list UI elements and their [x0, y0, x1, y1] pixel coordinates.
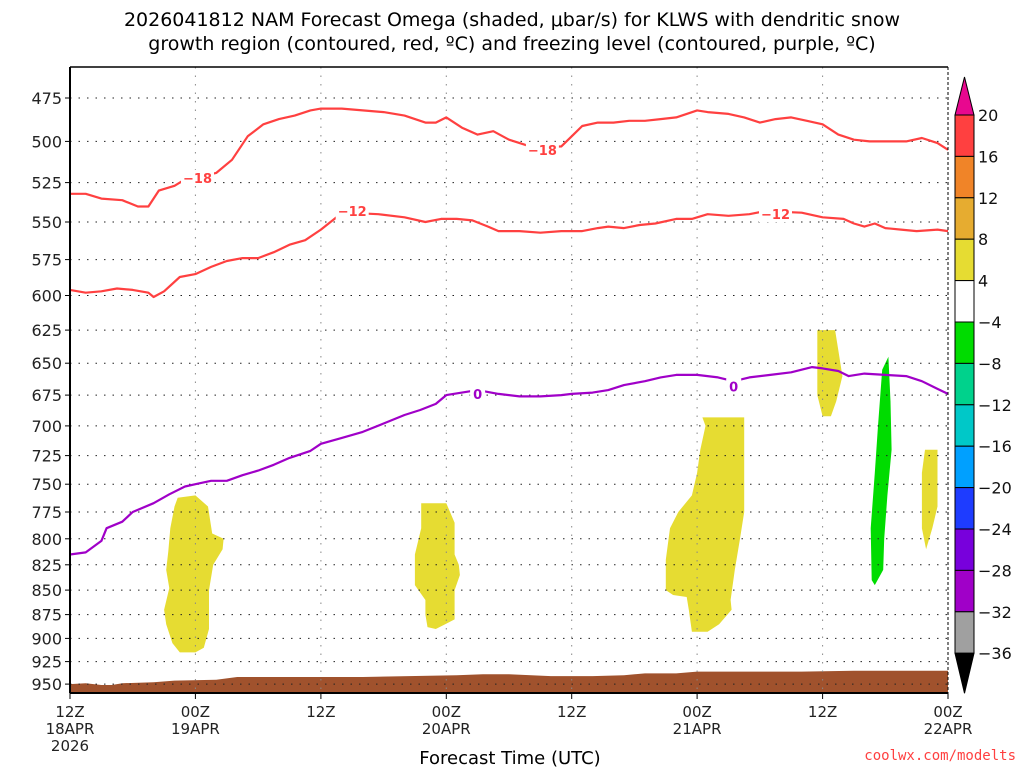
y-tick-label: 775 [31, 503, 62, 522]
x-tick-label: 2026 [51, 737, 89, 755]
colorbar: 20 16 12 8 4 −4 −8 −12 −16 −20 −24 −28 −32 −36 [954, 76, 1012, 694]
contour-line [70, 107, 949, 208]
colorbar-bin [954, 114, 975, 157]
colorbar-level-label: −32 [978, 603, 1012, 622]
colorbar-level-label: −36 [978, 644, 1012, 663]
x-tick-label: 12Z [557, 703, 586, 721]
x-tick-label: 18APR [46, 720, 95, 738]
colorbar-level-label: −16 [978, 437, 1012, 456]
contour-label-bg [726, 378, 742, 395]
contour-label-bg [759, 206, 792, 223]
colorbar-bin [954, 238, 975, 282]
colorbar-level-label: −8 [978, 354, 1002, 373]
x-tick-label: 12Z [808, 703, 837, 721]
y-tick-label: 725 [31, 447, 62, 466]
axes-layer: 475 500 525 550 575 600 625 650 675 700 725 750 775 8… [31, 66, 973, 755]
x-tick-label: 19APR [171, 720, 220, 738]
contour-label-bg [181, 169, 214, 186]
y-tick-label: 600 [31, 287, 62, 306]
grid-layer [70, 67, 948, 693]
colorbar-level-label: 20 [978, 106, 998, 125]
y-tick-label: 550 [31, 213, 62, 232]
y-tick-label: 875 [31, 606, 62, 625]
omega-shading-layer [164, 330, 938, 653]
colorbar-level-label: 12 [978, 189, 998, 208]
colorbar-level-label: −24 [978, 520, 1012, 539]
colorbar-bin [954, 487, 975, 530]
y-tick-label: 900 [31, 629, 62, 648]
x-tick-label: 00Z [933, 703, 962, 721]
y-tick-label: 750 [31, 475, 62, 494]
contour-label: 0 [473, 388, 482, 403]
title-line-1: 2026041812 NAM Forecast Omega (shaded, μ… [124, 9, 900, 31]
contour-label-bg [525, 141, 559, 158]
contour-label-bg [470, 385, 486, 402]
colorbar-bin [954, 528, 975, 571]
contour-line [69, 210, 949, 299]
omega-shaded-region [414, 503, 460, 629]
y-tick-label: 925 [31, 653, 62, 672]
credit-text[interactable]: coolwx.com/modelts [864, 748, 1016, 764]
colorbar-bin [954, 611, 975, 654]
x-tick-label: 12Z [306, 703, 335, 721]
colorbar-bin [954, 197, 975, 240]
colorbar-level-label: 4 [978, 272, 988, 291]
colorbar-bin [954, 569, 975, 613]
colorbar-bin [954, 155, 975, 199]
x-tick-label: 12Z [55, 703, 84, 721]
y-tick-label: 950 [31, 675, 62, 694]
colorbar-level-label: −12 [978, 396, 1012, 415]
x-tick-label: 00Z [432, 703, 461, 721]
y-tick-label: 675 [31, 386, 62, 405]
y-tick-label: 625 [31, 321, 62, 340]
y-tick-label: 475 [31, 89, 62, 108]
contour-label: 0 [729, 380, 738, 395]
y-tick-label: 800 [31, 530, 62, 549]
colorbar-bin [954, 445, 975, 489]
colorbar-level-label: −20 [978, 479, 1012, 498]
terrain-fill [70, 670, 948, 693]
contour-label: −18 [183, 172, 212, 187]
contour-label-bg [335, 203, 369, 220]
contour-layer: −18 −18 −12 −12 0 0 [69, 107, 949, 556]
terrain-layer [70, 670, 948, 693]
colorbar-bin [954, 321, 975, 364]
title-line-2: growth region (contoured, red, ºC) and f… [148, 33, 875, 55]
contour-line [69, 366, 949, 556]
x-tick-label: 21APR [673, 720, 722, 738]
x-tick-label: 22APR [924, 720, 973, 738]
y-tick-label: 525 [31, 174, 62, 193]
y-tick-label: 575 [31, 251, 62, 270]
colorbar-bin [954, 404, 975, 447]
omega-shaded-region [870, 356, 892, 586]
y-tick-label: 650 [31, 354, 62, 373]
chart-title: 2026041812 NAM Forecast Omega (shaded, μ… [124, 9, 900, 55]
y-tick-label: 825 [31, 556, 62, 575]
colorbar-level-label: 16 [978, 147, 998, 166]
y-tick-label: 850 [31, 581, 62, 600]
colorbar-bin [954, 362, 975, 406]
omega-shaded-region [164, 495, 224, 653]
x-tick-label: 20APR [422, 720, 471, 738]
omega-shaded-region [665, 417, 745, 632]
omega-shaded-region [921, 449, 938, 550]
omega-shaded-region [817, 330, 843, 417]
contour-label: −18 [528, 144, 557, 159]
colorbar-arrow-top [954, 76, 975, 116]
x-tick-label: 00Z [181, 703, 210, 721]
colorbar-arrow-bottom [954, 652, 975, 694]
y-tick-label: 700 [31, 417, 62, 436]
y-tick-label: 500 [31, 132, 62, 151]
contour-label: −12 [338, 205, 367, 220]
colorbar-level-label: −28 [978, 561, 1012, 580]
contour-label: −12 [761, 208, 790, 223]
x-axis-title: Forecast Time (UTC) [419, 748, 600, 768]
colorbar-level-label: 8 [978, 230, 988, 249]
x-tick-label: 00Z [682, 703, 711, 721]
colorbar-level-label: −4 [978, 313, 1002, 332]
colorbar-bin [954, 280, 975, 323]
